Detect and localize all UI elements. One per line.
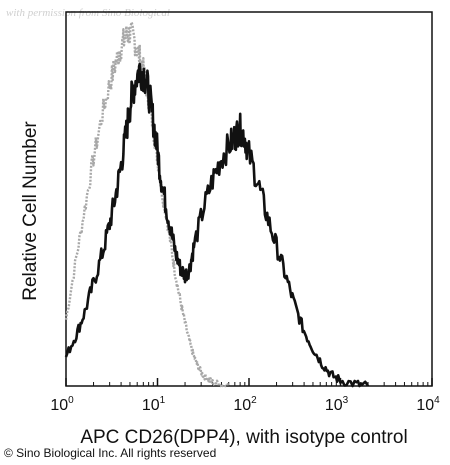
plot-frame	[65, 11, 433, 387]
cd26-histogram	[64, 62, 370, 388]
x-axis-title: APC CD26(DPP4), with isotype control	[80, 427, 407, 448]
watermark: with permission from Sino Biological	[6, 7, 170, 19]
x-axis-ticks: 100 101 102 103 104	[50, 378, 440, 414]
x-tick-label: 101	[142, 395, 166, 414]
x-tick-label: 102	[233, 395, 257, 414]
plot-area	[64, 11, 433, 388]
x-tick-label: 104	[416, 395, 440, 414]
copyright-notice: © Sino Biological Inc. All rights reserv…	[4, 446, 216, 460]
y-axis-title: Relative Cell Number	[20, 121, 41, 301]
x-tick-label: 103	[325, 395, 349, 414]
x-tick-label: 100	[50, 395, 74, 414]
